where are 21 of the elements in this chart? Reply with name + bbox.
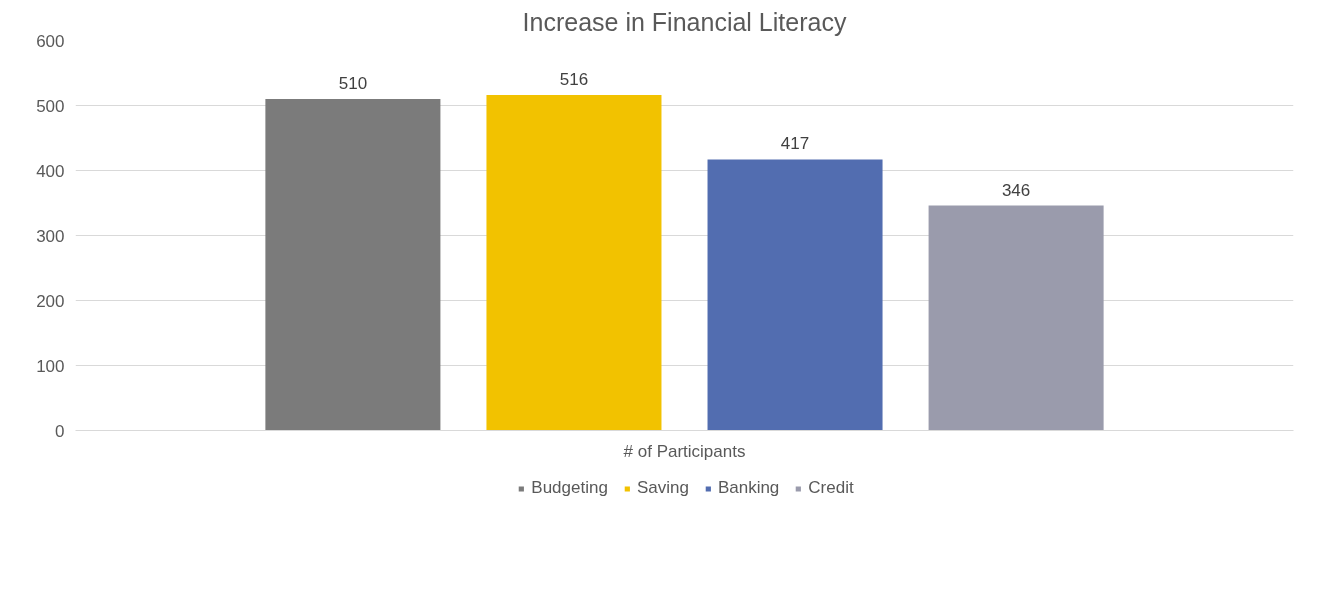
data-label: 417	[780, 134, 810, 154]
bar	[707, 159, 883, 431]
y-tick-label: 300	[36, 226, 65, 246]
x-tick-label: # of Participants	[623, 441, 746, 461]
y-tick-label: 100	[36, 356, 65, 376]
legend-label: Budgeting	[531, 478, 608, 498]
data-label: 510	[338, 74, 368, 93]
chart-title: Increase in Financial Literacy	[522, 7, 847, 36]
data-label: 516	[559, 70, 589, 90]
y-tick-label: 500	[36, 96, 65, 116]
y-tick-label: 600	[36, 31, 65, 51]
y-tick-label: 400	[36, 161, 65, 181]
data-label: 346	[1001, 180, 1031, 200]
bar	[486, 95, 662, 431]
legend-label: Saving	[636, 478, 689, 498]
bar	[928, 205, 1104, 431]
y-tick-label: 0	[55, 421, 65, 441]
y-tick-label: 200	[36, 291, 65, 311]
bar	[265, 99, 441, 431]
legend-label: Banking	[717, 478, 780, 498]
legend-label: Credit	[808, 478, 854, 498]
